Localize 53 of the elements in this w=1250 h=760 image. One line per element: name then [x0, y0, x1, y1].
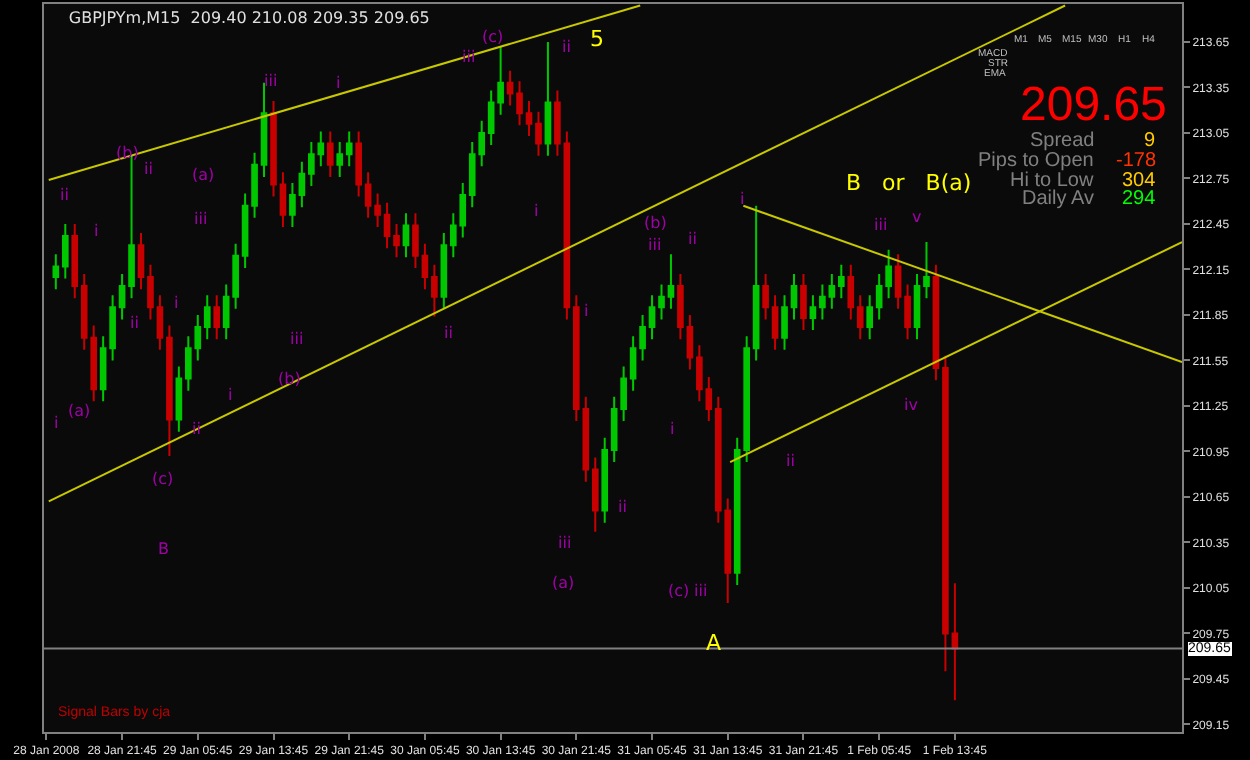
- annotation: iii: [290, 330, 304, 348]
- annotation: iii: [558, 534, 572, 552]
- annotation: ii: [60, 186, 69, 204]
- annotation: ii: [130, 314, 139, 332]
- annotation: 304: [1122, 170, 1157, 192]
- annotation: iii: [874, 216, 888, 234]
- annotation: (a): [552, 574, 575, 592]
- annotation: iii: [264, 72, 278, 90]
- annotation: ii: [786, 452, 795, 470]
- annotation: (a): [192, 166, 215, 184]
- annotation: Pips to Open: [978, 150, 1094, 172]
- annotation: i: [670, 420, 675, 438]
- annotation: -178: [1116, 150, 1157, 172]
- annotation: B or B(a): [846, 170, 972, 196]
- annotation: iii: [648, 236, 662, 254]
- candlestick: [402, 212, 410, 259]
- annotation: iii: [694, 582, 708, 600]
- candlestick: [544, 40, 552, 157]
- annotation: i: [740, 190, 745, 208]
- annotation: 294: [1122, 188, 1157, 210]
- annotation: i: [534, 202, 539, 220]
- annotation: Hi to Low: [1010, 170, 1095, 192]
- annotation: 9: [1144, 130, 1156, 152]
- annotation: ii: [562, 38, 571, 56]
- annotation: i: [54, 414, 59, 432]
- annotation: i: [228, 386, 233, 404]
- annotation: (c): [482, 28, 504, 46]
- annotation: (c): [152, 470, 174, 488]
- annotation: ii: [688, 230, 697, 248]
- annotation: iii: [194, 210, 208, 228]
- annotation: (b): [644, 214, 667, 232]
- annotation: A: [706, 630, 722, 656]
- annotation: (b): [278, 370, 301, 388]
- annotation: (c): [668, 582, 690, 600]
- annotation: Daily Av: [1022, 188, 1094, 210]
- annotation: i: [174, 294, 179, 312]
- annotation: i: [336, 74, 341, 92]
- annotation: ii: [618, 498, 627, 516]
- annotation: i: [94, 222, 99, 240]
- chart-title: GBPJPYm,M15 209.40 210.08 209.35 209.65: [68, 8, 430, 27]
- candlestick: [213, 294, 221, 341]
- annotation: 209.65: [1020, 78, 1167, 132]
- annotation: iv: [904, 396, 919, 414]
- annotation: ii: [144, 160, 153, 178]
- candlestick: [326, 130, 334, 178]
- annotation: 5: [590, 26, 604, 52]
- candlestick: [800, 272, 807, 332]
- annotation: Spread: [1030, 130, 1095, 152]
- annotation: v: [912, 208, 922, 226]
- annotation: (a): [68, 402, 91, 420]
- annotation: ii: [444, 324, 453, 342]
- annotation: i: [584, 302, 589, 320]
- annotation: B: [158, 540, 169, 558]
